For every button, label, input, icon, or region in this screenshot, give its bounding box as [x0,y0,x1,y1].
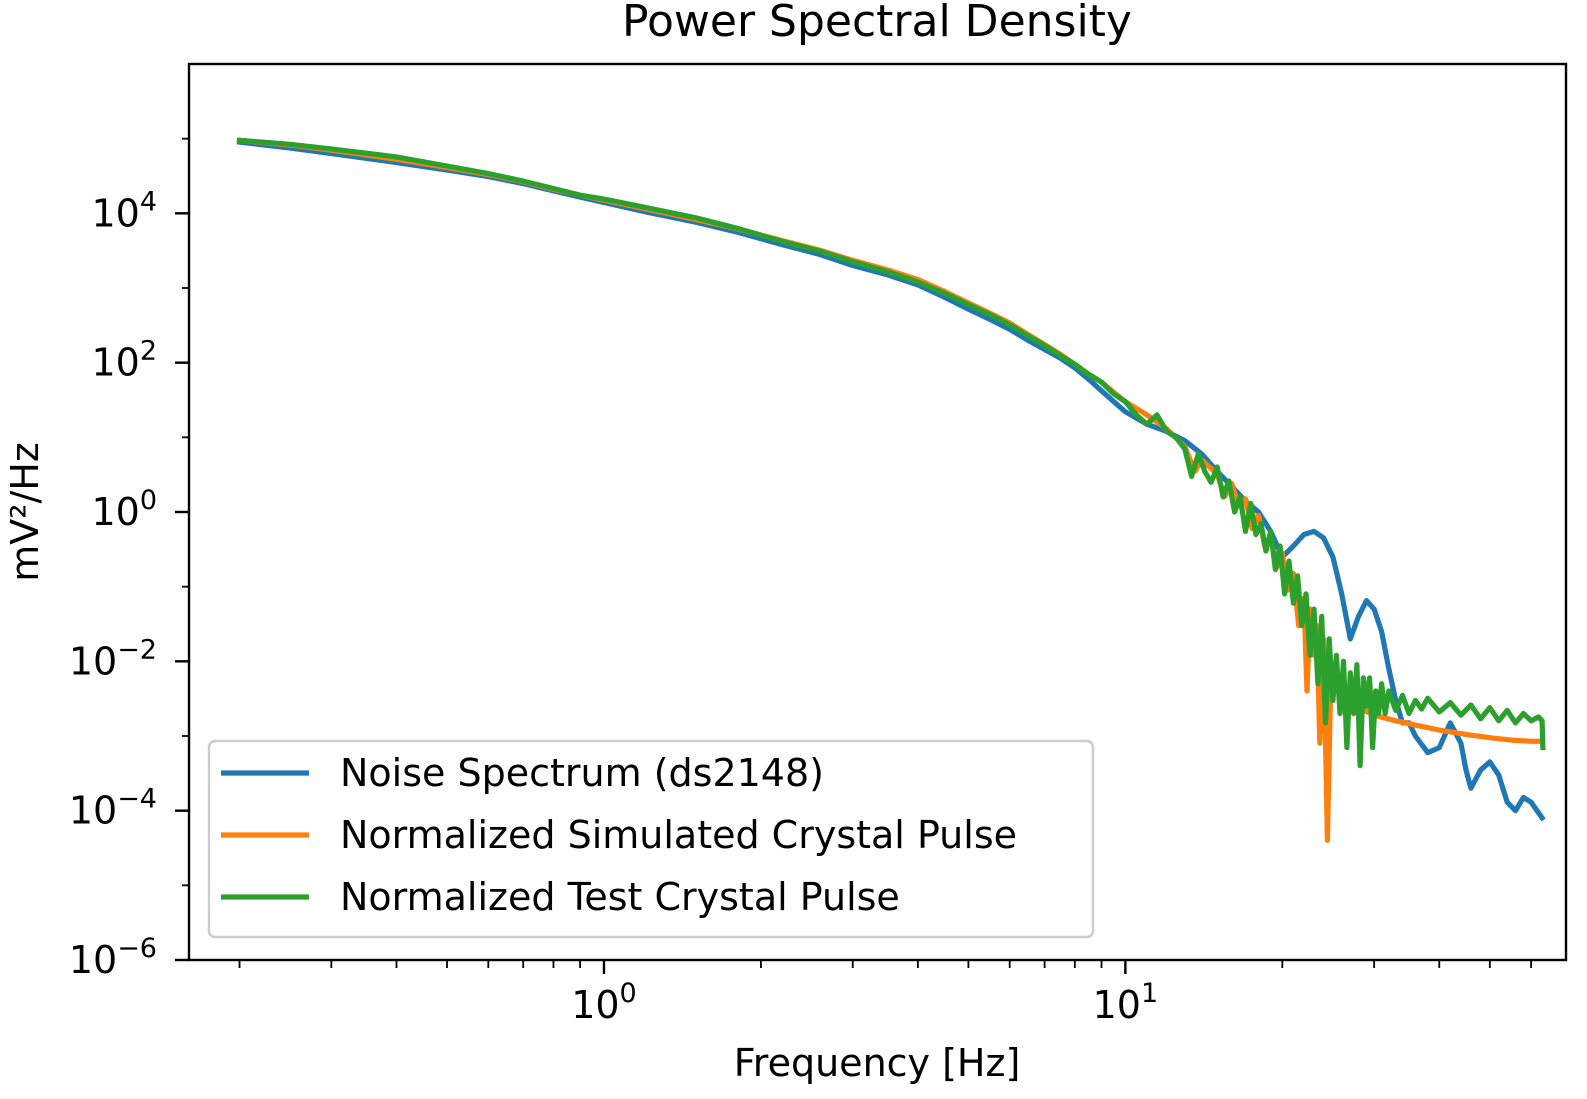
plot-frame [187,62,1568,962]
legend-entries: Noise Spectrum (ds2148) Normalized Simula… [221,751,1017,919]
y-tick-label-2: 102 [91,336,157,385]
y-tick-label-3: 100 [91,485,157,534]
series-line-3 [236,137,1546,769]
tick-labels: 104 102 100 10−2 10−4 10−6 100 101 [69,186,1158,1027]
y-tick-label-1: 104 [91,186,157,235]
y-axis-label: mV²/Hz [3,442,47,582]
legend-label-1: Noise Spectrum (ds2148) [340,751,824,795]
y-tick-label-4: 10−2 [69,634,157,683]
y-tick-label-5: 10−4 [69,784,157,833]
legend: Noise Spectrum (ds2148) Normalized Simula… [207,739,1095,939]
chart-title: Power Spectral Density [622,0,1132,47]
x-axis-label: Frequency [Hz] [734,1041,1021,1085]
legend-box [207,739,1095,939]
series-line-1 [236,139,1546,822]
y-tick-label-6: 10−6 [69,933,157,982]
legend-label-3: Normalized Test Crystal Pulse [340,875,900,919]
plot-lines [236,137,1546,843]
legend-label-2: Normalized Simulated Crystal Pulse [340,813,1017,857]
x-tick-label-1: 100 [571,978,637,1027]
x-tick-label-2: 101 [1093,978,1159,1027]
